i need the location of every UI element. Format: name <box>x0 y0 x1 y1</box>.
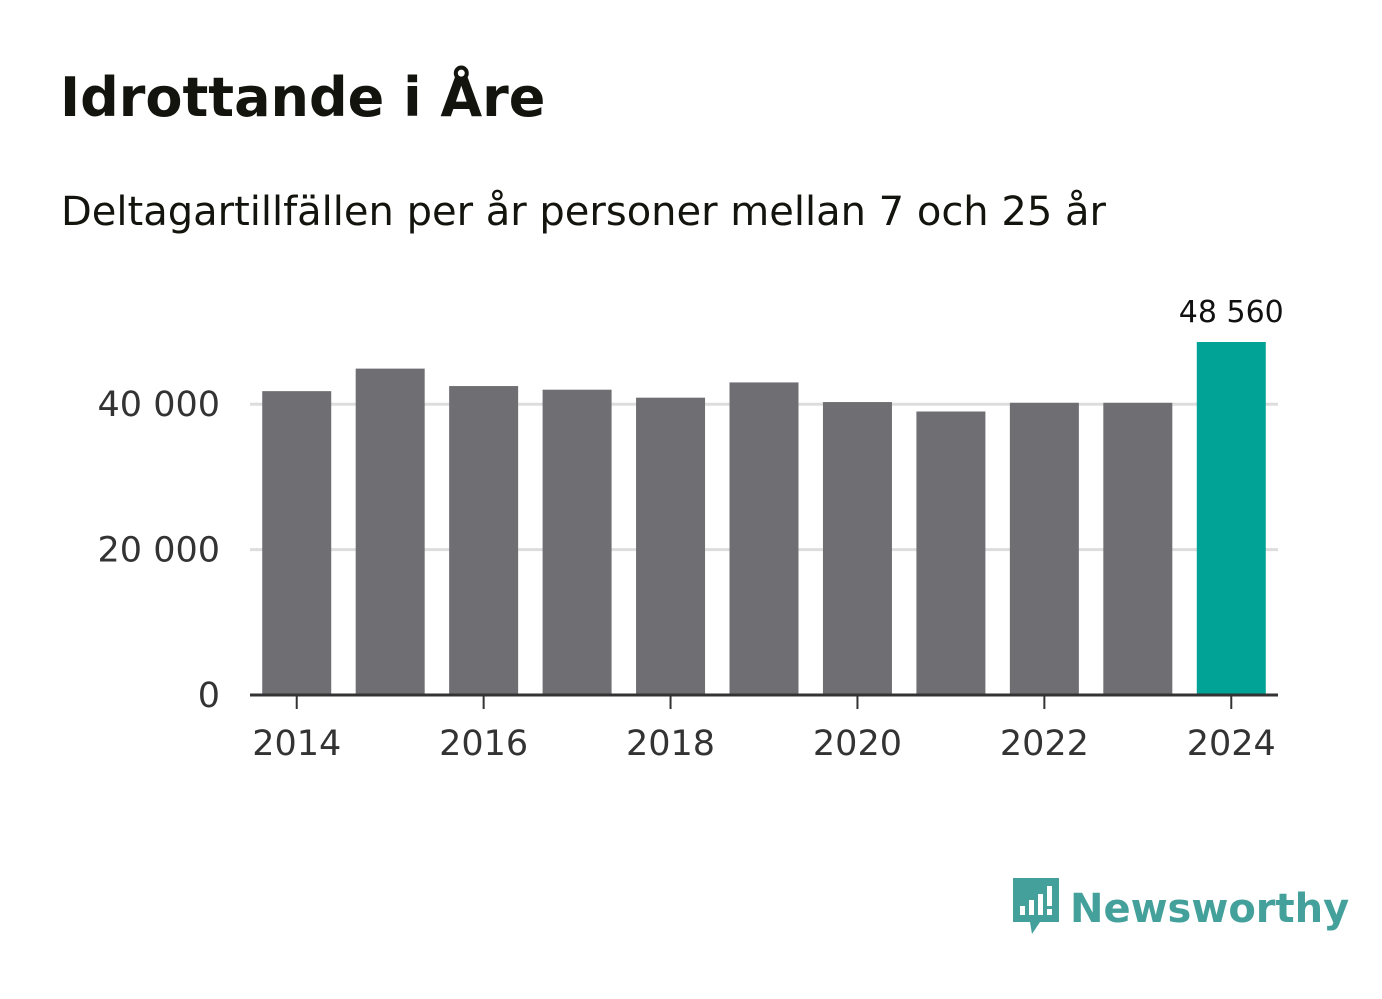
newsworthy-logo: Newsworthy <box>1010 878 1349 940</box>
bar-2017 <box>542 389 612 695</box>
bar-2018 <box>636 397 706 695</box>
x-tick-label: 2024 <box>1187 724 1276 764</box>
chart-subtitle: Deltagartillfällen per år personer mella… <box>61 189 1106 235</box>
bar-2020 <box>822 402 892 695</box>
bar-2021 <box>916 411 986 695</box>
chart-title: Idrottande i Åre <box>60 66 546 129</box>
y-tick-label: 20 000 <box>98 531 220 571</box>
x-tick-label: 2020 <box>813 724 902 764</box>
bar-2014 <box>262 391 332 695</box>
newsworthy-logo-text: Newsworthy <box>1070 886 1350 932</box>
bar-2023 <box>1103 402 1173 695</box>
bar-2019 <box>729 382 799 695</box>
x-tick-label: 2014 <box>252 724 341 764</box>
data-label-2024: 48 560 <box>1179 295 1284 330</box>
x-tick-label: 2022 <box>1000 724 1089 764</box>
x-tick-label: 2016 <box>439 724 528 764</box>
bar-2024 <box>1196 342 1266 695</box>
x-tick-label: 2018 <box>626 724 715 764</box>
newsworthy-logo-icon <box>1010 876 1062 942</box>
bar-2022 <box>1009 402 1079 695</box>
y-tick-label: 0 <box>198 676 220 716</box>
bar-2015 <box>355 368 425 695</box>
bar-2016 <box>449 386 519 695</box>
y-tick-label: 40 000 <box>98 385 220 425</box>
